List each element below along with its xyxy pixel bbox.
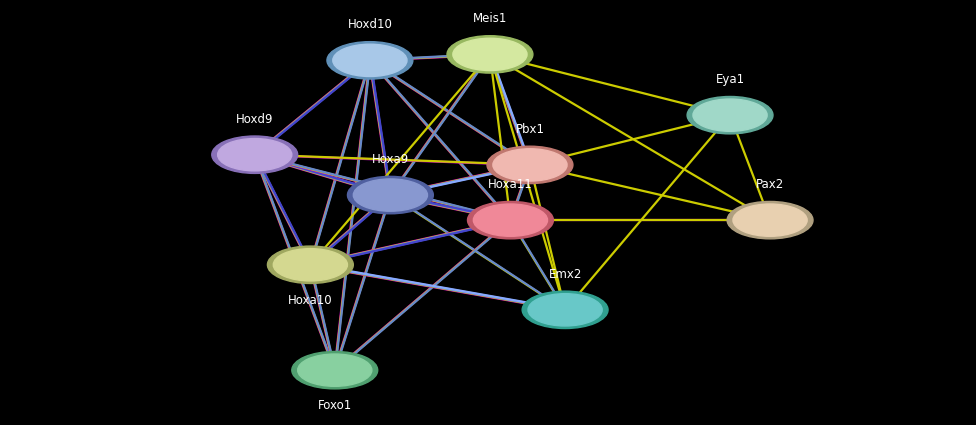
Text: Hoxa10: Hoxa10 <box>288 294 333 307</box>
Circle shape <box>218 139 292 171</box>
Text: Hoxa9: Hoxa9 <box>372 153 409 166</box>
Circle shape <box>292 351 378 389</box>
Circle shape <box>298 354 372 386</box>
Circle shape <box>522 291 608 329</box>
Circle shape <box>267 246 353 283</box>
Circle shape <box>353 179 427 211</box>
Circle shape <box>487 146 573 184</box>
Text: Eya1: Eya1 <box>715 73 745 86</box>
Circle shape <box>212 136 298 173</box>
Text: Hoxd10: Hoxd10 <box>347 18 392 31</box>
Circle shape <box>453 38 527 71</box>
Circle shape <box>687 96 773 134</box>
Circle shape <box>727 201 813 239</box>
Circle shape <box>347 176 433 214</box>
Text: Emx2: Emx2 <box>549 268 582 281</box>
Text: Pax2: Pax2 <box>756 178 784 191</box>
Circle shape <box>327 42 413 79</box>
Text: Meis1: Meis1 <box>472 12 508 26</box>
Circle shape <box>733 204 807 236</box>
Circle shape <box>528 294 602 326</box>
Text: Pbx1: Pbx1 <box>515 123 545 136</box>
Circle shape <box>473 204 548 236</box>
Text: Hoxd9: Hoxd9 <box>236 113 273 126</box>
Circle shape <box>333 44 407 76</box>
Text: Foxo1: Foxo1 <box>317 399 352 412</box>
Circle shape <box>447 36 533 73</box>
Circle shape <box>693 99 767 131</box>
Circle shape <box>493 149 567 181</box>
Circle shape <box>468 201 553 239</box>
Circle shape <box>273 249 347 281</box>
Text: Hoxa11: Hoxa11 <box>488 178 533 191</box>
